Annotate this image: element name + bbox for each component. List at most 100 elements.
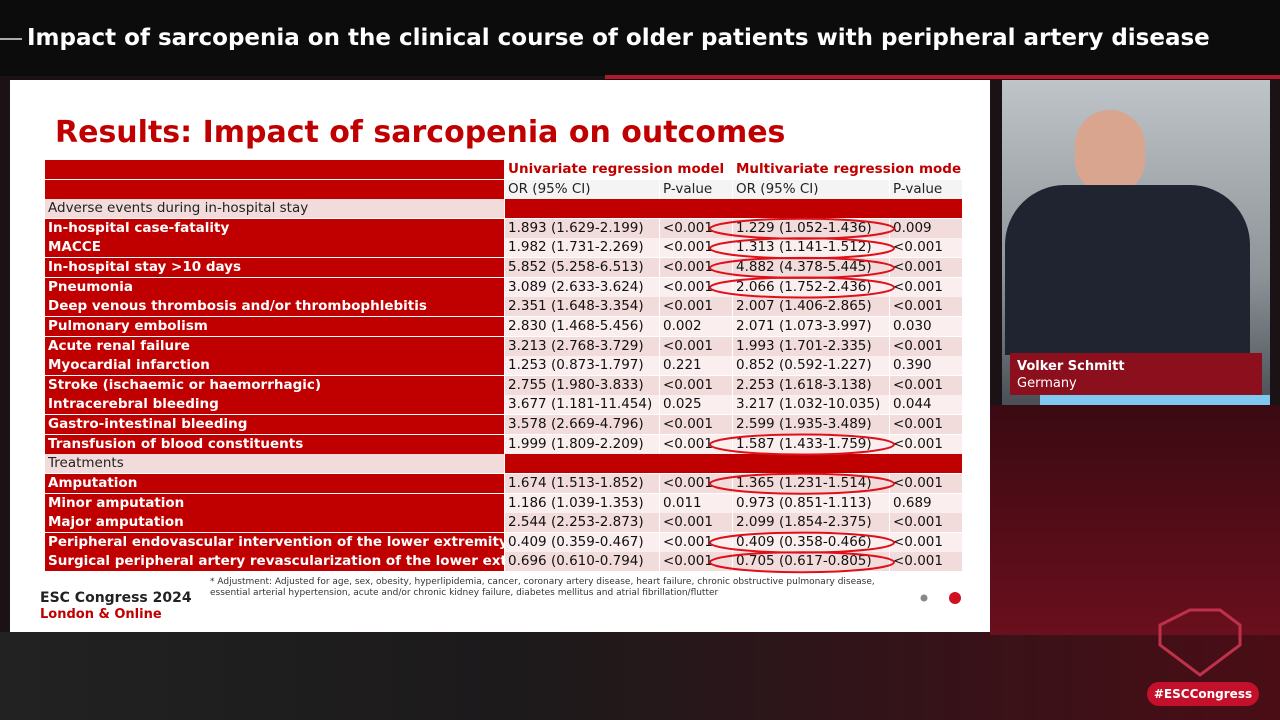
table-cell: 2.755 (1.980-3.833) [505, 375, 660, 395]
table-cell: P-value [660, 179, 733, 199]
table-cell: 1.313 (1.141-1.512) [733, 238, 890, 258]
table-cell: <0.001 [890, 532, 963, 552]
table-cell: Peripheral endovascular intervention of … [45, 532, 505, 552]
table-cell [505, 454, 963, 474]
table-cell: <0.001 [660, 434, 733, 454]
table-cell: In-hospital stay >10 days [45, 258, 505, 278]
video-title: Impact of sarcopenia on the clinical cou… [27, 25, 1210, 51]
table-cell: Myocardial infarction [45, 356, 505, 376]
table-cell: 3.578 (2.669-4.796) [505, 415, 660, 435]
table-row: Pneumonia 3.089 (2.633-3.624) <0.001 2.066 … [45, 277, 963, 297]
table-cell: 2.071 (1.073-3.997) [733, 316, 890, 336]
table-cell [45, 160, 505, 179]
table-cell: 0.002 [660, 316, 733, 336]
stage-floor [0, 632, 1280, 720]
table-cell: 1.999 (1.809-2.209) [505, 434, 660, 454]
table-cell: <0.001 [890, 415, 963, 435]
speaker-country: Germany [1017, 376, 1077, 391]
table-row: Transfusion of blood constituents 1.999 (… [45, 434, 963, 454]
table-row: Minor amputation 1.186 (1.039-1.353) 0.011… [45, 493, 963, 513]
table-cell: <0.001 [890, 513, 963, 533]
table-cell [45, 179, 505, 199]
table-row: Treatments [45, 454, 963, 474]
table-row: Intracerebral bleeding 3.677 (1.181-11.45… [45, 395, 963, 415]
table-cell: Treatments [45, 454, 505, 474]
table-cell: 0.025 [660, 395, 733, 415]
table-cell: 3.213 (2.768-3.729) [505, 336, 660, 356]
table-row: OR (95% CI) P-value OR (95% CI) P-value [45, 179, 963, 199]
table-cell: Adverse events during in-hospital stay [45, 199, 505, 219]
slide-dot [920, 594, 928, 602]
highlight [709, 217, 895, 240]
esc-logo [1158, 608, 1242, 677]
table-cell: 0.689 [890, 493, 963, 513]
table-cell: 1.365 (1.231-1.514) [733, 473, 890, 493]
table-cell: Major amputation [45, 513, 505, 533]
table-cell: <0.001 [890, 238, 963, 258]
speaker-name: Volker Schmitt [1017, 359, 1125, 374]
highlight [709, 276, 895, 299]
table-cell: Minor amputation [45, 493, 505, 513]
table-cell: Gastro-intestinal bleeding [45, 415, 505, 435]
table-cell: 2.599 (1.935-3.489) [733, 415, 890, 435]
highlight [709, 472, 895, 495]
table-cell: 3.089 (2.633-3.624) [505, 277, 660, 297]
table-cell: Univariate regression model [505, 160, 733, 179]
table-row: Deep venous thrombosis and/or thrombophl… [45, 297, 963, 317]
table-cell: 0.009 [890, 218, 963, 238]
table-cell: 0.044 [890, 395, 963, 415]
table-row: Pulmonary embolism 2.830 (1.468-5.456) 0.0… [45, 316, 963, 336]
table-cell: 5.852 (5.258-6.513) [505, 258, 660, 278]
table-row: MACCE 1.982 (1.731-2.269) <0.001 1.313 (1.1… [45, 238, 963, 258]
highlight [709, 433, 895, 456]
table-row: Acute renal failure 3.213 (2.768-3.729) <0… [45, 336, 963, 356]
table-cell: <0.001 [660, 258, 733, 278]
slide-dot [949, 592, 961, 604]
table-cell: Acute renal failure [45, 336, 505, 356]
footnote: * Adjustment: Adjusted for age, sex, obe… [210, 577, 875, 598]
table-cell: 0.221 [660, 356, 733, 376]
table-cell: <0.001 [890, 258, 963, 278]
table-row: Adverse events during in-hospital stay [45, 199, 963, 219]
table-cell: Surgical peripheral artery revasculariza… [45, 552, 505, 572]
table-cell: 0.409 (0.358-0.466) [733, 532, 890, 552]
highlight [709, 256, 895, 279]
highlight [709, 237, 895, 260]
table-cell: 2.007 (1.406-2.865) [733, 297, 890, 317]
event-name: ESC Congress 2024 [40, 590, 192, 606]
table-cell: 1.587 (1.433-1.759) [733, 434, 890, 454]
table-row: Major amputation 2.544 (2.253-2.873) <0.00… [45, 513, 963, 533]
table-row: Myocardial infarction 1.253 (0.873-1.797)… [45, 356, 963, 376]
table-cell: 4.882 (4.378-5.445) [733, 258, 890, 278]
table-cell: <0.001 [890, 473, 963, 493]
table-cell: 0.696 (0.610-0.794) [505, 552, 660, 572]
table-cell: In-hospital case-fatality [45, 218, 505, 238]
highlight [709, 551, 895, 574]
table-cell: 2.099 (1.854-2.375) [733, 513, 890, 533]
table-cell: 3.677 (1.181-11.454) [505, 395, 660, 415]
table-cell: 2.351 (1.648-3.354) [505, 297, 660, 317]
name-plate [1010, 353, 1262, 395]
table-cell: <0.001 [660, 297, 733, 317]
lower-third-accent [1040, 395, 1270, 405]
table-cell: Stroke (ischaemic or haemorrhagic) [45, 375, 505, 395]
table-cell: OR (95% CI) [733, 179, 890, 199]
table-row: Peripheral endovascular intervention of … [45, 532, 963, 552]
table-row: In-hospital case-fatality 1.893 (1.629-2.… [45, 218, 963, 238]
table-cell: <0.001 [890, 277, 963, 297]
table-cell: MACCE [45, 238, 505, 258]
table-cell: <0.001 [660, 277, 733, 297]
table-cell: <0.001 [660, 336, 733, 356]
table-cell: 1.982 (1.731-2.269) [505, 238, 660, 258]
speaker-body [1005, 185, 1250, 355]
accent-line [605, 75, 1280, 79]
table-cell: OR (95% CI) [505, 179, 660, 199]
table-cell: 0.390 [890, 356, 963, 376]
table-cell: 2.253 (1.618-3.138) [733, 375, 890, 395]
table-row: In-hospital stay >10 days 5.852 (5.258-6.… [45, 258, 963, 278]
table-cell: Deep venous thrombosis and/or thrombophl… [45, 297, 505, 317]
event-location: London & Online [40, 607, 162, 622]
table-cell: <0.001 [660, 238, 733, 258]
